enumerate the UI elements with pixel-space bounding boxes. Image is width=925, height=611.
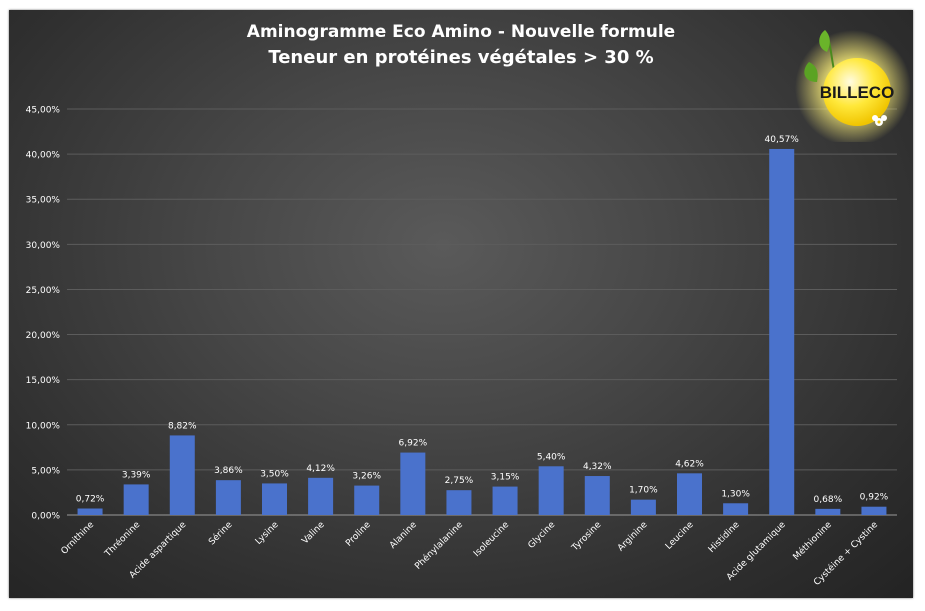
plot-area: 0,00% 5,00% 10,00% 15,00% 20,00% 25,00% 30,00%… [26, 106, 897, 588]
bar [446, 490, 472, 515]
bar [123, 484, 149, 515]
data-label: 1,30% [721, 489, 750, 499]
data-label: 0,72% [76, 495, 105, 505]
bar [215, 480, 241, 515]
chart-frame: Aminogramme Eco Amino - Nouvelle formule… [9, 10, 913, 598]
y-axis: 0,00% 5,00% 10,00% 15,00% 20,00% 25,00% 30,00%… [26, 106, 61, 522]
chart-title: Aminogramme Eco Amino - Nouvelle formule [246, 22, 676, 42]
x-tick-label: Proline [344, 520, 373, 549]
y-tick-label: 45,00% [26, 106, 61, 116]
data-label: 8,82% [168, 421, 197, 431]
data-label: 3,86% [214, 466, 243, 476]
x-tick-label: Glycine [527, 520, 558, 551]
y-tick-label: 30,00% [26, 241, 61, 251]
x-tick-label: Alanine [388, 520, 419, 551]
data-label: 4,32% [583, 462, 612, 472]
data-label: 3,50% [260, 469, 289, 479]
data-label: 40,57% [765, 135, 800, 145]
bar [169, 435, 195, 515]
bar [584, 476, 610, 515]
data-label: 1,70% [629, 486, 658, 496]
x-tick-label: Thréonine [102, 519, 143, 560]
bar [354, 485, 380, 515]
bar [538, 466, 564, 515]
bar [77, 508, 103, 515]
x-tick-label: Ornithine [60, 520, 97, 557]
data-label: 4,12% [306, 464, 335, 474]
data-label: 6,92% [399, 439, 428, 449]
x-tick-label: Valine [300, 520, 327, 547]
bar [630, 499, 656, 515]
bar [769, 148, 795, 515]
bar [861, 506, 887, 515]
billeco-logo: BILLECO [795, 30, 911, 142]
x-tick-label: Leucine [664, 520, 696, 552]
data-label: 0,68% [814, 495, 843, 505]
svg-text:BILLECO: BILLECO [820, 83, 895, 102]
y-tick-label: 5,00% [31, 466, 60, 476]
data-labels: 0,72% 3,39% 8,82% 3,86% 3,50% 4,12% 3,26% 6,92%… [76, 135, 889, 505]
data-label: 4,62% [675, 459, 704, 469]
y-tick-label: 15,00% [26, 376, 61, 386]
y-tick-label: 10,00% [26, 421, 61, 431]
bar [262, 483, 287, 515]
data-label: 2,75% [445, 476, 474, 486]
x-tick-label: Isoleucine [472, 520, 511, 559]
y-tick-label: 0,00% [31, 512, 60, 522]
data-label: 5,40% [537, 452, 566, 462]
x-tick-label: Lysine [254, 520, 281, 547]
x-tick-label: Phénylalanine [413, 519, 466, 572]
data-label: 3,15% [491, 473, 520, 483]
x-tick-label: Arginine [616, 520, 650, 554]
bar [492, 486, 518, 515]
data-label: 0,92% [860, 493, 889, 503]
x-tick-label: Méthionine [791, 519, 834, 562]
bar [400, 452, 426, 515]
y-tick-label: 20,00% [26, 331, 61, 341]
grid-layer [67, 108, 897, 516]
bar [723, 503, 749, 515]
bar [815, 508, 841, 515]
x-tick-label: Histidine [707, 520, 742, 555]
data-label: 3,26% [352, 472, 381, 482]
chart-subtitle: Teneur en protéines végétales > 30 % [268, 47, 654, 68]
y-tick-label: 25,00% [26, 286, 61, 296]
y-tick-label: 40,00% [26, 151, 61, 161]
bar [677, 473, 702, 515]
x-tick-label: Sérine [206, 519, 234, 547]
x-tick-label: Tyrosine [570, 520, 604, 554]
data-label: 3,39% [122, 470, 151, 480]
bar [308, 477, 334, 515]
bars [77, 148, 887, 515]
y-tick-label: 35,00% [26, 196, 61, 206]
